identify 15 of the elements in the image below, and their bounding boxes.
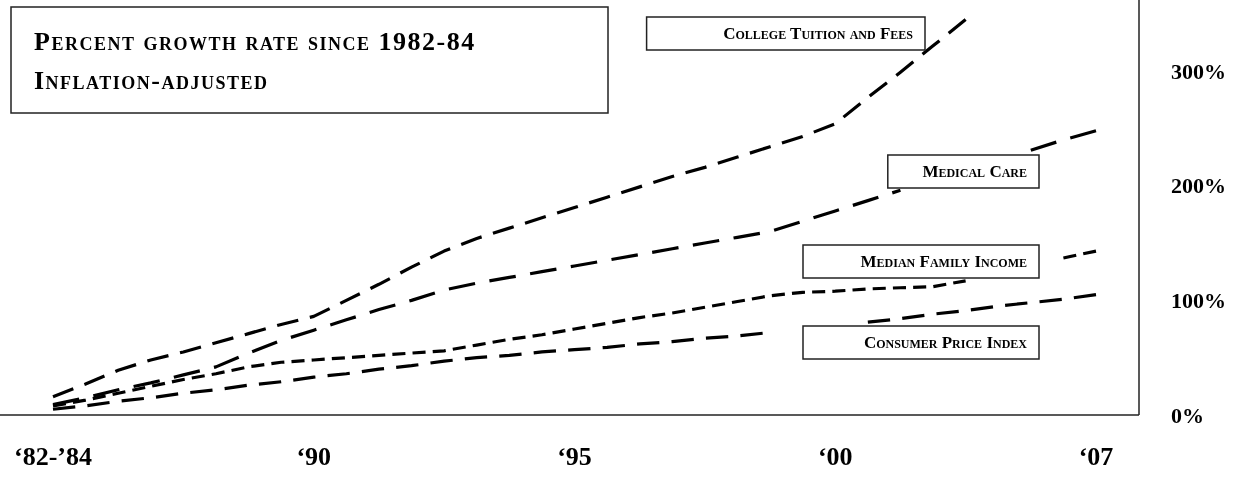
x-tick-label: ‘95 bbox=[557, 442, 592, 471]
x-tick-label: ‘07 bbox=[1078, 442, 1114, 471]
series-label: College Tuition and Fees bbox=[723, 23, 914, 43]
y-tick-label: 300% bbox=[1171, 58, 1226, 84]
text: Inflation-adjusted bbox=[34, 66, 269, 95]
series-label: Median Family Income bbox=[860, 251, 1027, 271]
y-tick-label: 0% bbox=[1171, 402, 1204, 428]
x-tick-label: ‘90 bbox=[296, 442, 332, 471]
x-tick-label: ‘00 bbox=[817, 442, 853, 471]
series-label: Consumer Price Index bbox=[863, 332, 1028, 352]
y-tick-label: 100% bbox=[1171, 288, 1226, 314]
series-label: Medical Care bbox=[922, 161, 1027, 181]
y-tick-label: 200% bbox=[1171, 173, 1226, 199]
text: Percent growth rate since 1982-84 bbox=[34, 27, 476, 56]
x-tick-label: ‘82-’84 bbox=[14, 442, 92, 471]
